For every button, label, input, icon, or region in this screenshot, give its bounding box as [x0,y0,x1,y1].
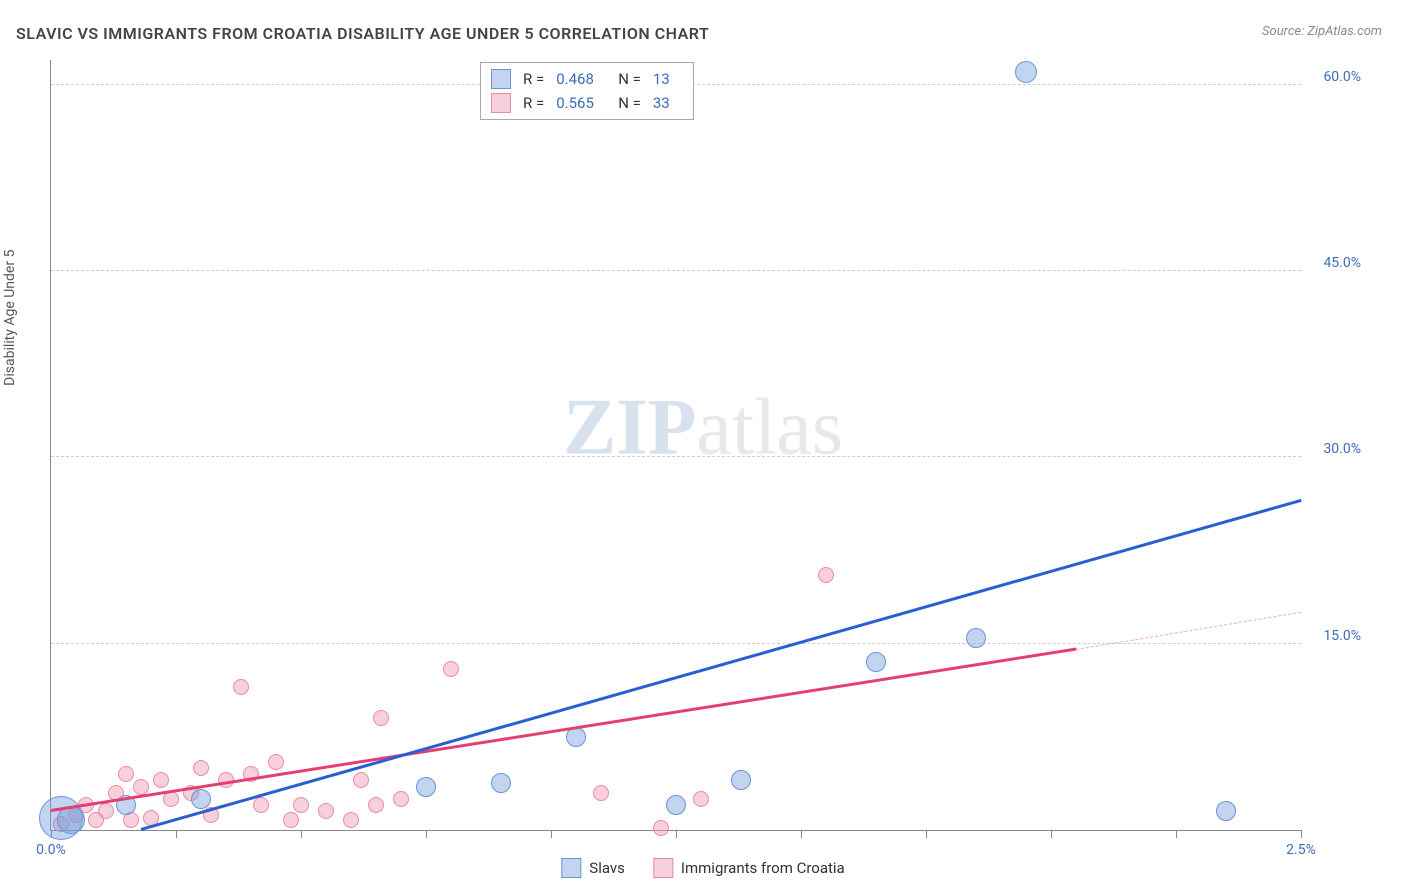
trend-line-slavs [141,498,1302,830]
x-tick [1051,830,1052,838]
croatia-point [443,661,459,677]
slavs-point [1015,61,1037,83]
x-tick-label: 2.5% [1286,842,1316,858]
legend-item-croatia: Immigrants from Croatia [653,858,845,878]
croatia-point [393,791,409,807]
gridline [51,456,1301,457]
y-tick-label: 30.0% [1323,441,1361,457]
croatia-point [693,791,709,807]
swatch-croatia-icon [653,858,673,878]
x-tick [676,830,677,838]
n-value-slavs: 13 [653,70,683,88]
x-tick-label: 0.0% [36,842,66,858]
trend-extrapolation-croatia [1076,612,1301,650]
croatia-point [283,812,299,828]
x-tick [301,830,302,838]
trend-line-croatia [51,647,1076,811]
slavs-point [866,652,886,672]
croatia-point [293,797,309,813]
correlation-legend: R = 0.468 N = 13 R = 0.565 N = 33 [480,62,694,120]
swatch-slavs-icon [561,858,581,878]
swatch-slavs [491,69,511,89]
croatia-point [373,710,389,726]
slavs-point [1216,801,1236,821]
x-tick [801,830,802,838]
x-tick [551,830,552,838]
slavs-point [966,628,986,648]
croatia-point [593,785,609,801]
croatia-point [253,797,269,813]
legend-row-croatia: R = 0.565 N = 33 [491,91,683,115]
croatia-point [318,803,334,819]
croatia-point [233,679,249,695]
croatia-point [353,772,369,788]
slavs-point [191,789,211,809]
source-attribution: Source: ZipAtlas.com [1262,24,1382,39]
croatia-point [818,567,834,583]
croatia-point [98,803,114,819]
legend-label-croatia: Immigrants from Croatia [681,859,845,877]
croatia-point [343,812,359,828]
legend-label-slavs: Slavs [589,859,625,877]
slavs-point [416,777,436,797]
legend-item-slavs: Slavs [561,858,625,878]
y-axis-label: Disability Age Under 5 [2,250,18,386]
r-value-croatia: 0.565 [556,94,606,112]
slavs-point [731,770,751,790]
gridline [51,270,1301,271]
croatia-point [268,754,284,770]
plot-area: 15.0%30.0%45.0%60.0%0.0%2.5% [50,60,1301,831]
x-tick [926,830,927,838]
legend-row-slavs: R = 0.468 N = 13 [491,67,683,91]
croatia-point [368,797,384,813]
x-tick [1301,830,1302,838]
slavs-point [57,806,85,834]
y-tick-label: 60.0% [1323,69,1361,85]
croatia-point [118,766,134,782]
x-tick [1176,830,1177,838]
x-tick [426,830,427,838]
r-value-slavs: 0.468 [556,70,606,88]
slavs-point [666,795,686,815]
croatia-point [133,779,149,795]
y-tick-label: 45.0% [1323,255,1361,271]
croatia-point [193,760,209,776]
swatch-croatia [491,93,511,113]
series-legend: Slavs Immigrants from Croatia [561,858,844,878]
x-tick [176,830,177,838]
chart-title: SLAVIC VS IMMIGRANTS FROM CROATIA DISABI… [16,24,709,43]
croatia-point [153,772,169,788]
n-value-croatia: 33 [653,94,683,112]
slavs-point [491,773,511,793]
croatia-point [653,820,669,836]
y-tick-label: 15.0% [1323,628,1361,644]
